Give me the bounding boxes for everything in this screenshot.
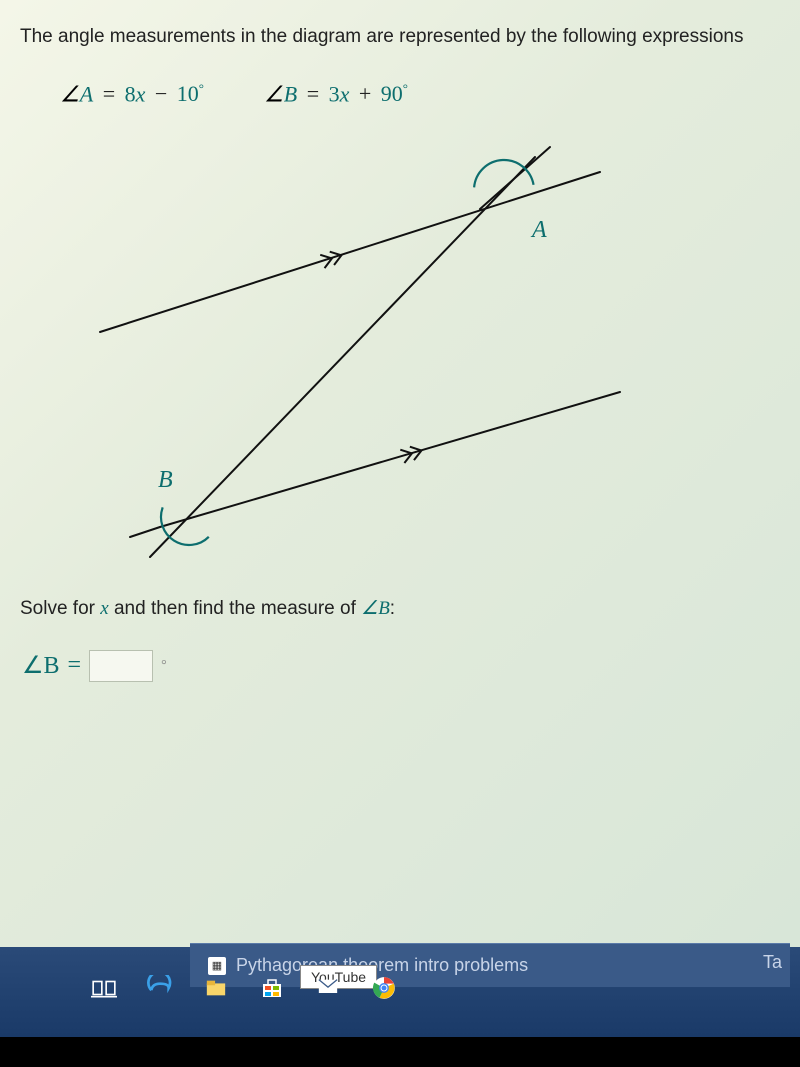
laptop-bezel: ▦ Pythagorean theorem intro problems Ta …	[0, 947, 800, 1067]
solve-mid: and then find the measure of	[109, 598, 361, 619]
svg-text:A: A	[530, 217, 547, 243]
expression-B: ∠B = 3x + 90°	[264, 81, 408, 107]
taskbar-icons	[90, 974, 398, 1002]
intro-text: The angle measurements in the diagram ar…	[20, 24, 780, 51]
deg-B: °	[403, 81, 408, 96]
svg-text:B: B	[158, 467, 173, 493]
solve-suffix: :	[390, 598, 395, 619]
op-A: −	[155, 81, 167, 106]
edge-icon[interactable]	[146, 974, 174, 1002]
tab-title: Pythagorean theorem intro problems	[236, 955, 528, 976]
tab-favicon: ▦	[208, 957, 226, 975]
store-icon[interactable]	[258, 974, 286, 1002]
expression-A: ∠A = 8x − 10°	[60, 81, 204, 107]
solve-prefix: Solve for	[20, 598, 100, 619]
equals-A: =	[103, 81, 115, 106]
op-B: +	[359, 81, 371, 106]
answer-lhs: ∠B	[22, 651, 60, 680]
angle-B-label: B	[284, 81, 297, 106]
mail-icon[interactable]	[314, 974, 342, 1002]
file-explorer-icon[interactable]	[202, 974, 230, 1002]
windows-taskbar[interactable]: ▦ Pythagorean theorem intro problems Ta …	[0, 947, 800, 1037]
solve-var: x	[100, 598, 108, 619]
worksheet-content: The angle measurements in the diagram ar…	[0, 0, 800, 947]
task-view-icon[interactable]	[90, 974, 118, 1002]
answer-row: ∠B = °	[22, 650, 780, 682]
const-B: 90°	[381, 81, 408, 106]
parallel-lines-diagram: AB	[80, 137, 640, 567]
tab-right-label: Ta	[763, 952, 782, 973]
var-B: x	[340, 81, 350, 106]
chrome-icon[interactable]	[370, 974, 398, 1002]
answer-eq: =	[68, 652, 82, 679]
solve-target: ∠B	[361, 598, 390, 619]
solve-prompt: Solve for x and then find the measure of…	[20, 597, 780, 620]
answer-unit: °	[161, 658, 167, 674]
angle-symbol-B: ∠	[264, 81, 284, 106]
coef-B: 3	[329, 81, 340, 106]
deg-A: °	[199, 81, 204, 96]
angle-expressions: ∠A = 8x − 10° ∠B = 3x + 90°	[60, 81, 780, 107]
coef-A: 8	[125, 81, 136, 106]
equals-B: =	[307, 81, 319, 106]
var-A: x	[136, 81, 146, 106]
angle-symbol-A: ∠	[60, 81, 80, 106]
angle-B-input[interactable]	[89, 650, 153, 682]
angle-A-label: A	[80, 81, 93, 106]
const-A: 10°	[177, 81, 204, 106]
